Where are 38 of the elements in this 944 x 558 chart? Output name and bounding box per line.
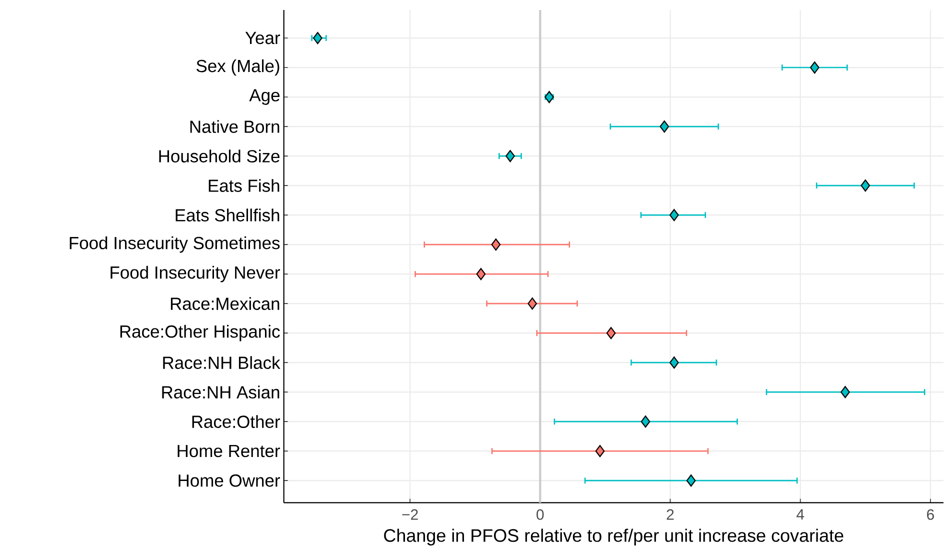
point — [860, 180, 870, 192]
y-tick-label: Native Born — [190, 120, 280, 134]
point — [506, 150, 515, 162]
y-tick-label: Food Insecurity Sometimes — [70, 236, 280, 253]
point — [660, 120, 670, 133]
y-tick-label: Eats Shellfish — [176, 208, 280, 222]
y-tick-label: Age — [249, 89, 280, 106]
y-tick-label: Home Renter — [178, 445, 280, 458]
x-axis-title: Change in PFOS relative to ref/per unit increase covariate — [384, 528, 844, 546]
point — [840, 386, 850, 398]
x-tick-label: 2 — [666, 509, 674, 520]
x-tick-label: −2 — [402, 509, 418, 520]
x-tick-label: 6 — [927, 509, 934, 520]
y-tick-label: Race:NH Asian — [162, 386, 280, 399]
point — [491, 238, 501, 251]
point — [476, 268, 486, 280]
point — [606, 327, 616, 340]
point — [686, 474, 696, 487]
y-tick-label: Year — [245, 32, 280, 44]
point — [669, 356, 679, 369]
y-tick-label: Race:NH Black — [163, 356, 280, 370]
x-tick-label: 0 — [536, 509, 544, 520]
point — [528, 298, 538, 310]
point — [313, 32, 322, 44]
x-tick-label: 4 — [796, 509, 804, 520]
point — [640, 416, 650, 428]
point — [544, 91, 554, 104]
y-tick-label: Eats Fish — [208, 179, 280, 192]
point — [810, 62, 820, 74]
y-tick-label: Household Size — [159, 150, 280, 163]
y-tick-label: Sex (Male) — [196, 60, 280, 76]
y-tick-label: Home Owner — [178, 474, 280, 487]
y-tick-label: Race:Mexican — [170, 297, 280, 310]
y-tick-label: Race:Other Hispanic — [120, 325, 280, 342]
point — [595, 445, 605, 458]
y-tick-label: Food Insecurity Never — [110, 266, 280, 282]
point — [669, 209, 679, 222]
y-tick-label: Race:Other — [192, 415, 280, 428]
